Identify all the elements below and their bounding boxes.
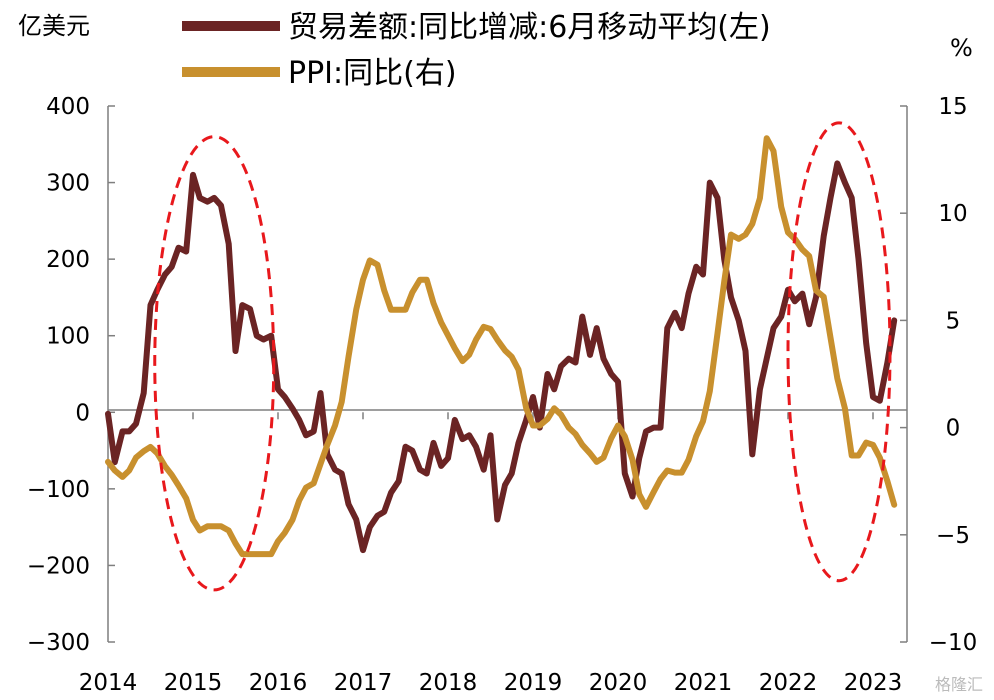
x-tick-group: 2014 2015 2016 2017 2018 2019 2020 2021 2022 2023 [79, 412, 903, 696]
highlight-ellipse-1 [153, 135, 276, 592]
y-left-tick-label: 400 [46, 94, 90, 120]
highlight-ellipse-2 [786, 121, 892, 583]
y-left-tick-label: 100 [46, 324, 90, 350]
y-left-tick-label: −100 [27, 477, 90, 503]
legend-label-trade-balance: 贸易差额:同比增减:6月移动平均(左) [288, 10, 771, 45]
x-tick-label: 2021 [674, 670, 733, 696]
y-right-tick-label: 15 [938, 94, 967, 120]
series-layer [105, 135, 898, 558]
legend: 贸易差额:同比增减:6月移动平均(左) PPI:同比(右) [182, 10, 771, 91]
watermark: 格隆汇 [935, 675, 983, 694]
x-tick-label: 2017 [334, 670, 393, 696]
x-tick-label: 2019 [504, 670, 563, 696]
y-right-tick-label: −10 [929, 630, 978, 656]
x-tick-label: 2014 [79, 670, 138, 696]
legend-label-ppi: PPI:同比(右) [288, 56, 457, 91]
x-tick-label: 2018 [419, 670, 478, 696]
x-tick-label: 2020 [589, 670, 648, 696]
y-left-unit: 亿美元 [18, 12, 90, 40]
series-line-trade-balance [105, 160, 898, 554]
y-left-tick-label: −200 [27, 553, 90, 579]
y-right-unit: % [950, 34, 973, 62]
y-left-tick-label: 200 [46, 247, 90, 273]
x-tick-label: 2022 [759, 670, 818, 696]
y-right-tick-label: 0 [946, 416, 961, 442]
x-tick-label: 2016 [249, 670, 308, 696]
y-left-tick-group: −300 −200 −100 0 100 200 300 400 [27, 94, 115, 656]
highlight-layer [153, 121, 892, 592]
y-right-tick-group: −10 −5 0 5 10 15 [900, 94, 977, 656]
series-line-ppi [105, 135, 898, 558]
y-left-tick-label: −300 [27, 630, 90, 656]
y-left-tick-label: 0 [75, 400, 90, 426]
y-right-tick-label: 10 [938, 201, 967, 227]
y-right-tick-label: 5 [946, 308, 961, 334]
x-tick-label: 2015 [164, 670, 223, 696]
x-tick-label: 2023 [844, 670, 903, 696]
y-left-tick-label: 300 [46, 171, 90, 197]
y-right-tick-label: −5 [936, 523, 970, 549]
